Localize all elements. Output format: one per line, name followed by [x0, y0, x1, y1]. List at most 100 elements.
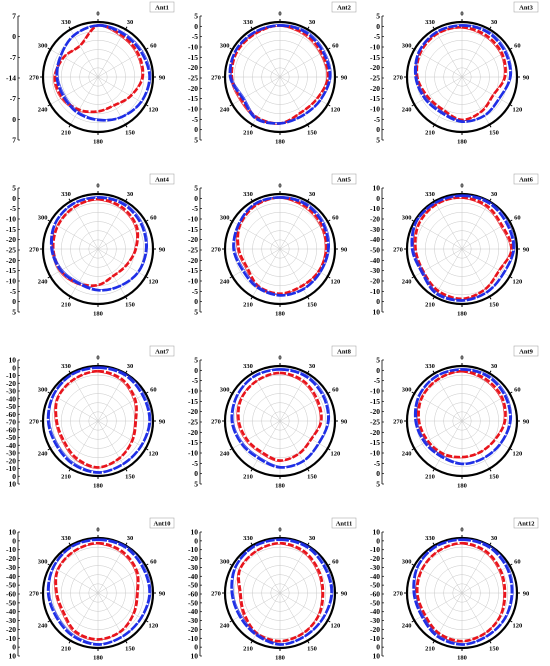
angle-label: 180 [457, 482, 467, 489]
radial-tick-label: -20 [6, 235, 16, 244]
radial-tick-label: 0 [12, 297, 16, 306]
radial-tick-label: -20 [370, 625, 380, 634]
radial-tick-label: -40 [188, 607, 198, 616]
chart-title: Ant10 [149, 517, 175, 529]
radial-tick-label: -25 [370, 418, 380, 427]
angle-label: 210 [61, 302, 71, 309]
angle-tick [145, 47, 149, 50]
grid-spoke [279, 201, 308, 250]
title-box [149, 173, 175, 185]
grid-spoke [97, 393, 146, 422]
blue-series-curve [230, 368, 330, 469]
angle-label: 300 [402, 558, 412, 565]
radial-tick-label: -50 [370, 598, 380, 607]
radial-tick-label: 10 [191, 528, 199, 537]
radial-tick-label: 0 [12, 536, 16, 545]
angle-label: 90 [159, 418, 166, 425]
angle-label: 180 [93, 654, 103, 661]
angle-label: 30 [127, 535, 134, 542]
chart-title: Ant11 [331, 517, 357, 529]
blue-series-thin-curve [414, 538, 514, 644]
angle-label: 150 [125, 646, 135, 653]
blue-series-thin-curve [231, 24, 332, 123]
chart-title: Ant2 [331, 1, 357, 13]
angle-tick [411, 391, 415, 394]
grid-spoke [461, 592, 490, 641]
angle-label: 240 [38, 106, 48, 113]
radial-tick-label: -50 [370, 581, 380, 590]
chart-title: Ant12 [513, 517, 539, 529]
radial-tick-label: 0 [376, 536, 380, 545]
radial-tick-label: -20 [188, 625, 198, 634]
angle-tick [432, 370, 435, 374]
radial-tick-label: 5 [12, 308, 16, 317]
angle-label: 300 [220, 214, 230, 221]
polar-chart-panel: 0306090120150180210240270300330100-10-20… [6, 345, 175, 489]
angle-tick [327, 219, 331, 222]
radial-tick-label: -50 [188, 598, 198, 607]
angle-label: 0 [278, 354, 281, 361]
chart-title: Ant1 [149, 1, 175, 13]
radial-tick-label: -40 [370, 256, 380, 265]
angle-label: 210 [243, 646, 253, 653]
angle-tick [47, 448, 51, 451]
polar-chart-panel: 0306090120150180210240270300330100-10-20… [188, 517, 357, 661]
radial-tick-label: -5 [192, 376, 198, 385]
angle-tick [509, 276, 513, 279]
angle-tick [229, 391, 233, 394]
radial-tick-label: -15 [188, 94, 198, 103]
angle-label: 120 [331, 622, 341, 629]
grid-spoke [461, 201, 490, 250]
grid-spoke [252, 29, 281, 78]
radial-tick-label: -40 [6, 572, 16, 581]
radial-tick-label: -20 [188, 407, 198, 416]
radial-tick-label: -60 [6, 425, 16, 434]
grid-spoke [50, 592, 99, 621]
angle-label: 300 [38, 386, 48, 393]
angle-label: 240 [402, 278, 412, 285]
angle-label: 240 [38, 622, 48, 629]
angle-label: 0 [278, 10, 281, 17]
radial-tick-label: -60 [6, 590, 16, 599]
radial-tick-label: -15 [188, 266, 198, 275]
angle-tick [411, 219, 415, 222]
angle-tick [229, 276, 233, 279]
title-text: Ant1 [155, 5, 169, 12]
chart-title: Ant3 [513, 1, 539, 13]
angle-tick [250, 198, 253, 202]
angle-label: 210 [243, 474, 253, 481]
title-text: Ant11 [336, 521, 353, 528]
radial-tick-label: 5 [376, 12, 380, 21]
radial-tick-label: 0 [194, 22, 198, 31]
radial-tick-label: -14 [6, 74, 16, 83]
angle-tick [145, 104, 149, 107]
blue-series-thin-curve [232, 368, 331, 467]
angle-label: 0 [460, 354, 463, 361]
angle-tick [250, 542, 253, 546]
angle-label: 240 [220, 106, 230, 113]
radial-tick-label: -40 [370, 235, 380, 244]
radial-tick-label: -15 [188, 53, 198, 62]
angle-tick [145, 620, 149, 623]
radial-tick-label: -10 [188, 449, 198, 458]
radial-tick-label: -10 [370, 43, 380, 52]
title-box [331, 173, 357, 185]
angle-tick [489, 198, 492, 202]
angle-label: 210 [425, 474, 435, 481]
chart-title: Ant7 [149, 345, 175, 357]
angle-label: 90 [523, 418, 530, 425]
title-text: Ant6 [519, 177, 533, 184]
chart-title: Ant5 [331, 173, 357, 185]
angle-label: 60 [514, 42, 521, 49]
angle-label: 150 [489, 302, 499, 309]
angle-tick [432, 542, 435, 546]
angle-tick [509, 219, 513, 222]
radial-tick-label: -5 [192, 115, 198, 124]
grid-spoke [461, 420, 510, 449]
angle-label: 60 [332, 558, 339, 565]
radial-tick-label: 7 [12, 12, 16, 21]
angle-label: 240 [402, 622, 412, 629]
radial-tick-label: 5 [194, 12, 198, 21]
radial-tick-label: -10 [6, 634, 16, 643]
polar-chart-panel: 030609012015018021024027030033050-5-10-1… [370, 1, 539, 145]
